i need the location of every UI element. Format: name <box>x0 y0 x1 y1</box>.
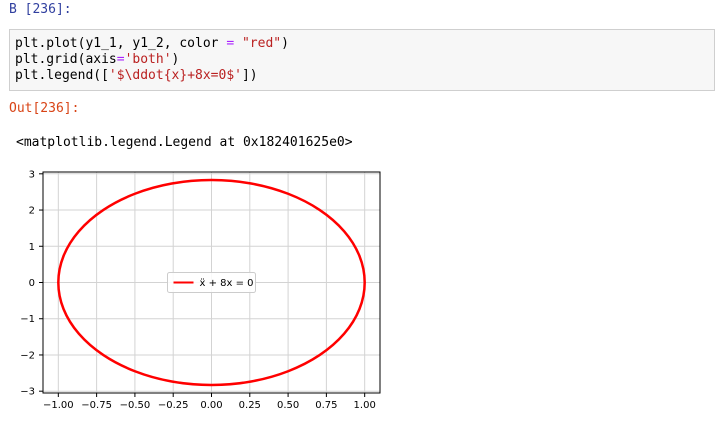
code-token: ) <box>171 52 180 67</box>
x-tick-label: −0.25 <box>158 400 189 411</box>
y-tick-label: 2 <box>29 206 35 217</box>
x-tick-label: 0.50 <box>277 400 299 411</box>
y-tick-label: 3 <box>29 169 35 180</box>
x-tick-label: 0.75 <box>315 400 337 411</box>
code-string: 'both' <box>124 52 172 67</box>
y-tick-label: −3 <box>20 387 35 398</box>
input-prompt: В [236]: <box>9 2 72 17</box>
legend: ẍ + 8x = 0 <box>167 272 256 293</box>
code-line-plot: plt.plot(y1_1, y1_2, color = "red") <box>15 36 289 52</box>
code-string: "red" <box>241 36 282 51</box>
y-tick-label: −2 <box>20 350 35 361</box>
code-operator: = <box>226 36 235 51</box>
code-line-legend: plt.legend(['$\ddot{x}+8x=0$']) <box>15 68 258 84</box>
code-cell[interactable]: plt.plot(y1_1, y1_2, color = "red") plt.… <box>9 29 715 91</box>
axis-ticks: −1.00 −0.75 −0.50 −0.25 0.00 0.25 0.50 0.75 1.00… <box>20 169 376 411</box>
code-token: ) <box>281 36 289 51</box>
y-tick-label: 1 <box>29 242 35 253</box>
code-token: ]) <box>241 68 258 83</box>
series-layer <box>57 178 366 387</box>
code-token: plt.plot(y1_1, y1_2, color <box>15 36 227 51</box>
legend-label: ẍ + 8x = 0 <box>200 278 254 289</box>
x-tick-label: 0.25 <box>239 400 261 411</box>
x-tick-label: −1.00 <box>43 400 74 411</box>
legend-box <box>167 272 256 293</box>
code-operator: = <box>116 52 125 67</box>
code-line-grid: plt.grid(axis='both') <box>15 52 179 68</box>
y-tick-label: −1 <box>20 314 35 325</box>
x-tick-label: −0.50 <box>120 400 151 411</box>
code-string: '$\ddot{x}+8x=0$' <box>108 68 242 83</box>
output-prompt: Out[236]: <box>9 101 80 116</box>
code-token: plt.legend([ <box>15 68 109 83</box>
x-tick-label: 1.00 <box>354 400 376 411</box>
code-token: plt.grid(axis <box>15 52 117 67</box>
axes-frame <box>42 171 381 394</box>
y-tick-label: 0 <box>29 278 35 289</box>
x-tick-label: 0.00 <box>200 400 222 411</box>
x-tick-label: −0.75 <box>81 400 112 411</box>
series-line <box>57 178 366 387</box>
output-repr: <matplotlib.legend.Legend at 0x182401625… <box>16 135 353 150</box>
